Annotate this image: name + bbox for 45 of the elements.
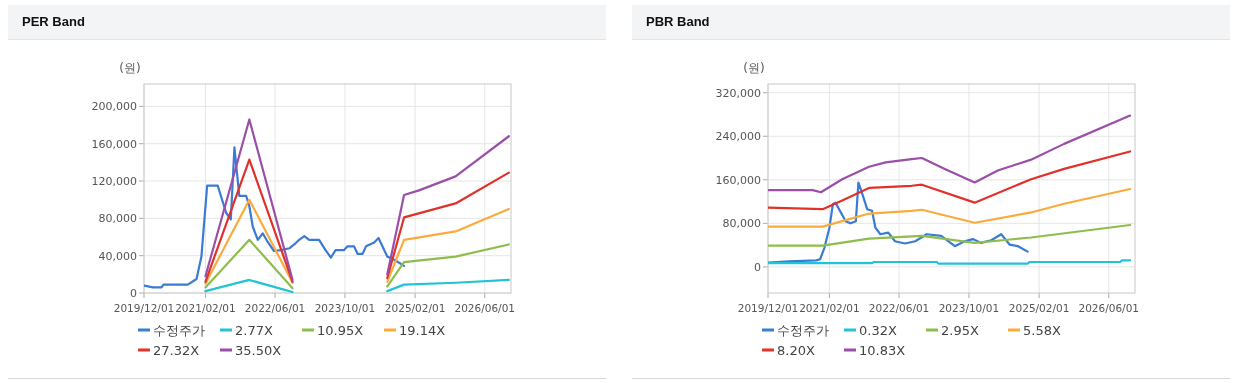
legend-label: 27.32X (153, 343, 200, 358)
legend-label: 19.14X (399, 323, 446, 338)
line-series (768, 187, 1132, 228)
legend-label: 10.83X (859, 343, 906, 358)
y-tick-label: 0 (754, 260, 761, 274)
y-tick-label: 240,000 (715, 130, 761, 144)
x-tick-label: 2026/06/01 (454, 302, 515, 314)
y-tick-label: 160,000 (91, 137, 137, 151)
y-tick-label: 320,000 (715, 86, 761, 100)
y-axis-title: (원) (119, 61, 141, 75)
legend-label: 5.58X (1023, 323, 1061, 338)
y-tick-label: 80,000 (98, 212, 137, 226)
y-axis-title: (원) (743, 61, 765, 75)
legend-label: 수정주가 (777, 323, 829, 338)
y-tick-label: 160,000 (715, 173, 761, 187)
x-tick-label: 2019/12/01 (113, 302, 175, 314)
legend-label: 35.50X (235, 343, 282, 358)
x-tick-label: 2022/06/01 (244, 302, 306, 314)
legend-label: 2.95X (941, 323, 979, 338)
x-tick-label: 2019/12/01 (737, 302, 799, 314)
x-tick-label: 2026/06/01 (1078, 302, 1139, 314)
x-tick-label: 2023/10/01 (938, 302, 1000, 314)
x-tick-label: 2021/02/01 (175, 302, 236, 314)
line-series (768, 181, 1029, 264)
chart-title: PBR Band (646, 14, 710, 29)
y-tick-label: 120,000 (91, 175, 137, 189)
x-tick-label: 2021/02/01 (799, 302, 860, 314)
legend-label: 10.95X (317, 323, 364, 338)
x-tick-label: 2025/02/01 (384, 302, 446, 314)
legend-label: 수정주가 (153, 323, 205, 338)
x-tick-label: 2025/02/01 (1008, 302, 1070, 314)
line-series (768, 114, 1132, 194)
legend-label: 8.20X (777, 343, 815, 358)
legend-label: 2.77X (235, 323, 273, 338)
x-tick-label: 2023/10/01 (314, 302, 376, 314)
chart-title: PER Band (22, 14, 85, 29)
y-tick-label: 0 (130, 287, 137, 300)
line-series (144, 146, 406, 289)
legend-label: 0.32X (859, 323, 897, 338)
line-series (768, 150, 1132, 211)
y-tick-label: 80,000 (722, 217, 761, 231)
y-tick-label: 40,000 (98, 249, 137, 263)
x-tick-label: 2022/06/01 (868, 302, 930, 314)
line-series (768, 223, 1132, 247)
y-tick-label: 200,000 (91, 100, 137, 114)
